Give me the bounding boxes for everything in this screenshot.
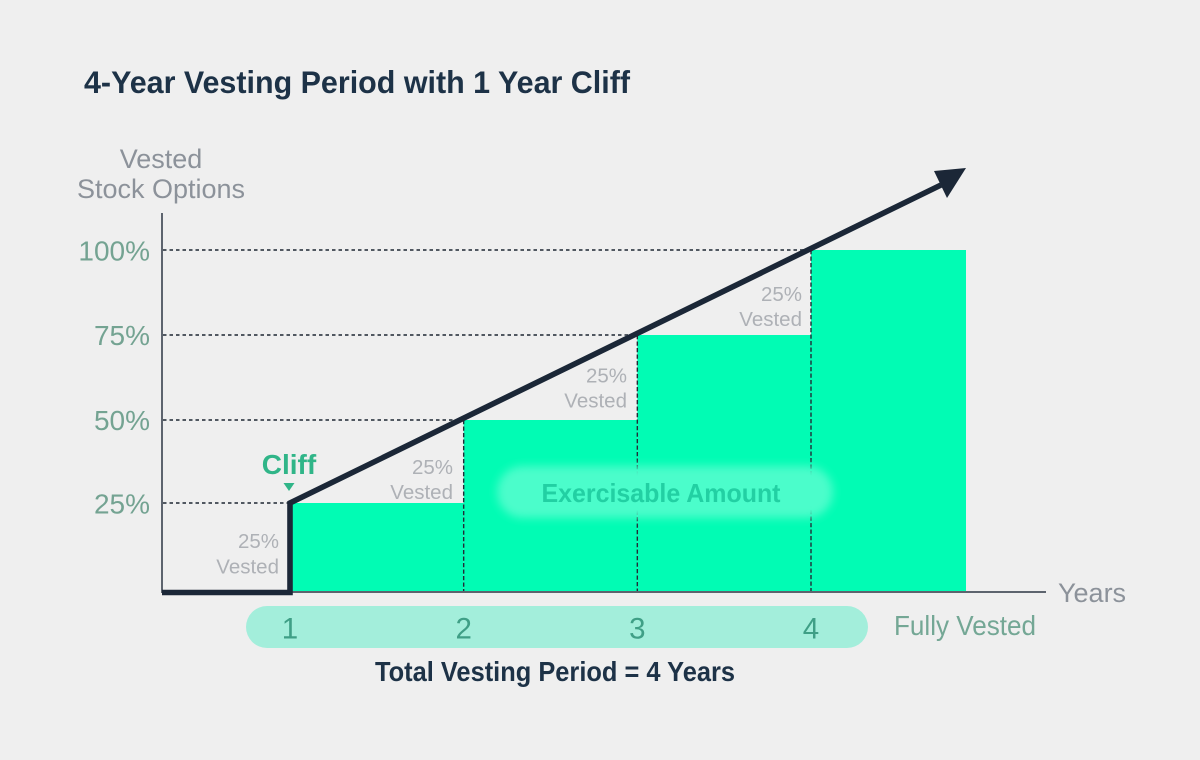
svg-text:Cliff: Cliff (262, 449, 317, 480)
svg-text:Vested: Vested (390, 481, 453, 504)
svg-text:25%: 25% (412, 456, 453, 479)
svg-text:25%: 25% (238, 530, 279, 553)
svg-text:Fully Vested: Fully Vested (894, 610, 1036, 641)
svg-text:1: 1 (282, 613, 298, 646)
svg-text:Vested: Vested (739, 308, 802, 331)
svg-text:100%: 100% (78, 236, 150, 267)
svg-text:Vested: Vested (564, 390, 627, 413)
svg-text:25%: 25% (94, 489, 150, 520)
svg-text:Stock Options: Stock Options (77, 174, 245, 204)
svg-text:2: 2 (455, 613, 471, 646)
svg-text:Exercisable Amount: Exercisable Amount (542, 478, 781, 508)
svg-text:Total Vesting Period = 4 Years: Total Vesting Period = 4 Years (375, 656, 735, 687)
svg-text:3: 3 (629, 613, 645, 646)
svg-text:Years: Years (1058, 578, 1126, 608)
svg-text:Vested: Vested (120, 144, 203, 174)
svg-text:4-Year Vesting Period with 1 Y: 4-Year Vesting Period with 1 Year Cliff (84, 64, 630, 100)
svg-text:50%: 50% (94, 405, 150, 436)
svg-text:25%: 25% (761, 283, 802, 306)
svg-text:75%: 75% (94, 320, 150, 351)
svg-text:25%: 25% (586, 365, 627, 388)
svg-text:4: 4 (803, 613, 819, 646)
svg-text:Vested: Vested (216, 556, 279, 579)
